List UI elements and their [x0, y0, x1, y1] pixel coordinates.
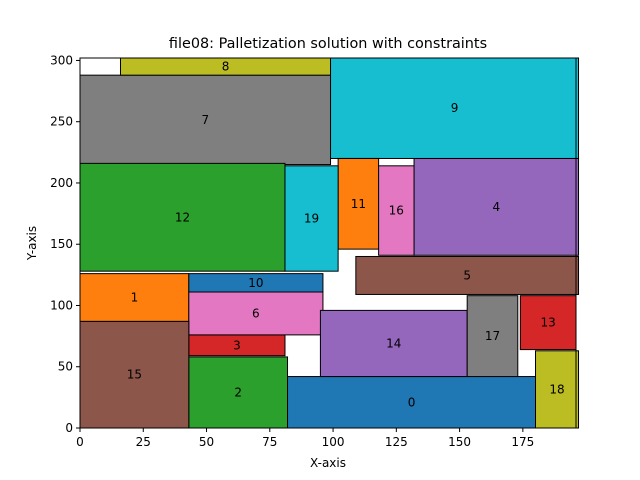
- box-16: [378, 165, 415, 256]
- box-label-1: 1: [131, 291, 139, 305]
- box-4: [413, 157, 580, 256]
- x-tick-label: 175: [511, 435, 534, 449]
- box-label-10: 10: [248, 276, 263, 290]
- box-label-5: 5: [463, 268, 471, 282]
- box-label-7: 7: [201, 113, 209, 127]
- box-13: [519, 295, 577, 351]
- box-label-14: 14: [386, 336, 401, 350]
- box-2: [188, 356, 289, 429]
- y-tick-label: 50: [58, 360, 73, 374]
- x-axis-ticks: 0 25 50 75 100 125 150 175: [76, 428, 534, 449]
- x-tick-label: 0: [76, 435, 84, 449]
- box-6: [188, 291, 324, 336]
- x-tick-label: 100: [322, 435, 345, 449]
- y-tick-label: 300: [50, 53, 73, 67]
- y-tick-label: 100: [50, 298, 73, 312]
- y-axis-label: Y-axis: [25, 226, 39, 261]
- chart-title: file08: Palletization solution with cons…: [169, 36, 487, 52]
- x-axis-label: X-axis: [310, 456, 346, 470]
- box-7: [79, 74, 332, 166]
- box-label-8: 8: [222, 60, 230, 74]
- x-tick-label: 50: [199, 435, 214, 449]
- y-tick-label: 0: [65, 421, 73, 435]
- x-tick-label: 150: [448, 435, 471, 449]
- box-label-9: 9: [451, 101, 459, 115]
- box-15: [79, 320, 190, 429]
- plot-frame: [79, 57, 577, 429]
- box-label-12: 12: [175, 210, 190, 224]
- box-label-2: 2: [234, 385, 242, 399]
- box-1: [79, 273, 190, 322]
- box-label-0: 0: [408, 395, 416, 409]
- y-tick-label: 250: [50, 115, 73, 129]
- box-0: [287, 376, 537, 429]
- x-tick-label: 25: [136, 435, 151, 449]
- x-tick-label: 75: [262, 435, 277, 449]
- box-label-17: 17: [485, 329, 500, 343]
- box-label-19: 19: [304, 211, 319, 225]
- box-label-15: 15: [127, 368, 142, 382]
- box-18: [535, 350, 580, 429]
- box-label-16: 16: [389, 204, 404, 218]
- box-label-3: 3: [233, 338, 241, 352]
- box-10: [188, 273, 324, 293]
- box-17: [466, 295, 519, 378]
- y-tick-label: 200: [50, 176, 73, 190]
- box-label-4: 4: [492, 200, 500, 214]
- box-label-18: 18: [549, 382, 564, 396]
- y-axis-ticks: 0 50 100 150 200 250 300: [50, 53, 80, 435]
- y-tick-label: 150: [50, 237, 73, 251]
- box-12: [79, 162, 286, 272]
- box-label-6: 6: [252, 306, 260, 320]
- box-label-11: 11: [351, 197, 366, 211]
- box-label-13: 13: [541, 316, 556, 330]
- box-19: [284, 165, 339, 272]
- box-9: [330, 57, 580, 159]
- x-tick-label: 125: [385, 435, 408, 449]
- box-5: [355, 255, 580, 295]
